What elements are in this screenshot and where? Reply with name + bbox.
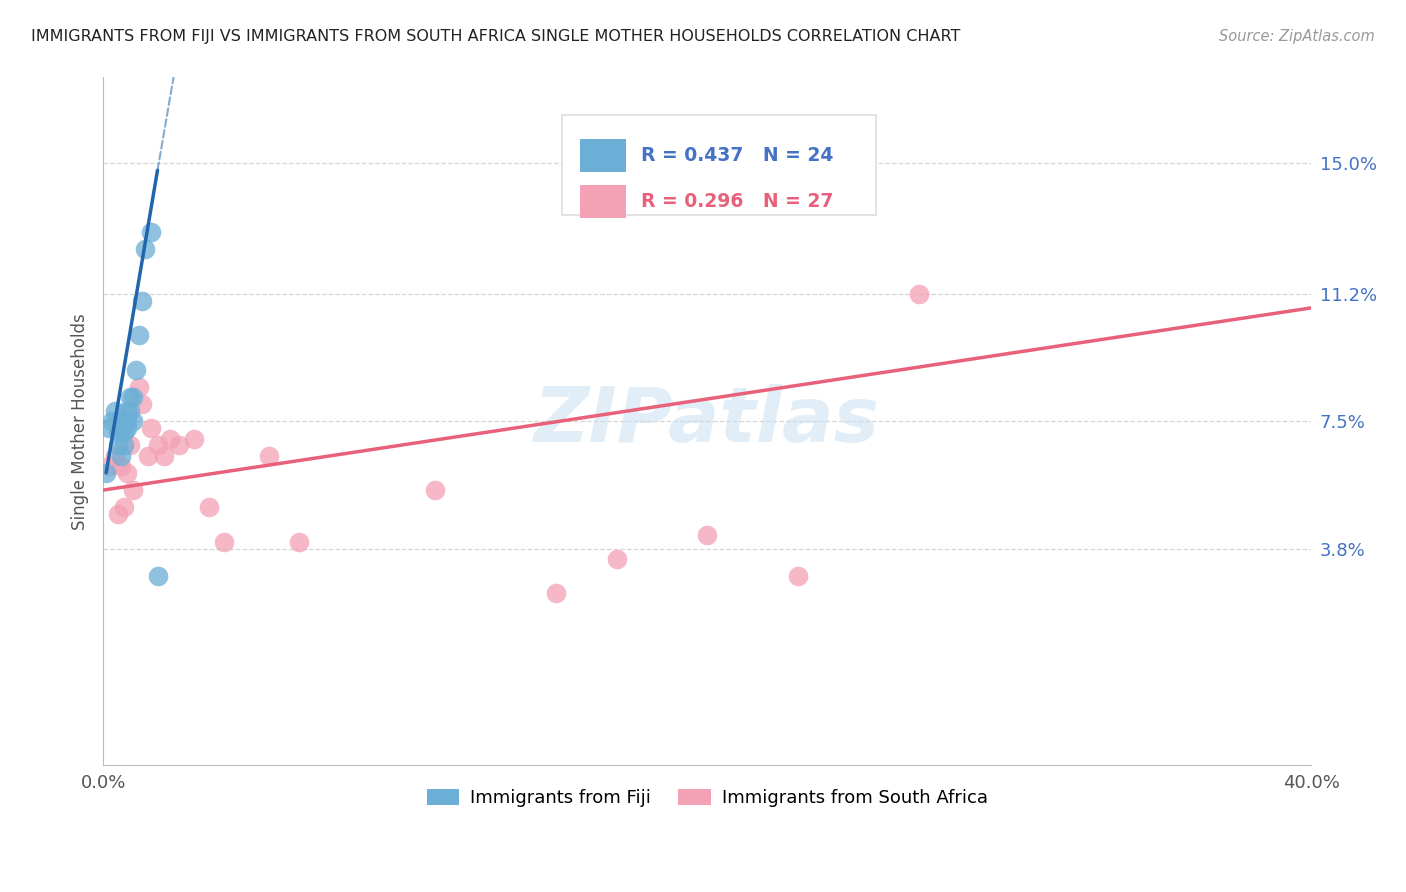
- Point: [198, 500, 221, 515]
- Point: [107, 507, 129, 521]
- Point: [120, 438, 142, 452]
- Point: [122, 483, 145, 497]
- Point: [98, 421, 121, 435]
- Point: [120, 390, 142, 404]
- Point: [117, 421, 139, 435]
- Legend: Immigrants from Fiji, Immigrants from South Africa: Immigrants from Fiji, Immigrants from So…: [420, 782, 995, 814]
- Point: [110, 449, 132, 463]
- Point: [120, 404, 142, 418]
- FancyBboxPatch shape: [562, 115, 876, 215]
- Point: [104, 449, 127, 463]
- Point: [107, 425, 129, 439]
- Point: [146, 438, 169, 452]
- Point: [112, 500, 135, 515]
- Text: IMMIGRANTS FROM FIJI VS IMMIGRANTS FROM SOUTH AFRICA SINGLE MOTHER HOUSEHOLDS CO: IMMIGRANTS FROM FIJI VS IMMIGRANTS FROM …: [31, 29, 960, 44]
- Point: [141, 225, 163, 239]
- Point: [112, 438, 135, 452]
- Point: [128, 328, 150, 343]
- Point: [183, 432, 205, 446]
- Point: [212, 534, 235, 549]
- Point: [546, 586, 568, 600]
- Point: [110, 421, 132, 435]
- Y-axis label: Single Mother Households: Single Mother Households: [72, 313, 89, 530]
- Point: [131, 293, 153, 308]
- Point: [122, 414, 145, 428]
- Point: [159, 432, 181, 446]
- FancyBboxPatch shape: [581, 186, 626, 219]
- Point: [112, 414, 135, 428]
- Text: ZIPatlas: ZIPatlas: [534, 384, 880, 458]
- Point: [101, 414, 124, 428]
- Text: R = 0.437   N = 24: R = 0.437 N = 24: [641, 146, 834, 165]
- FancyBboxPatch shape: [581, 139, 626, 172]
- Point: [117, 404, 139, 418]
- Point: [117, 466, 139, 480]
- Text: R = 0.296   N = 27: R = 0.296 N = 27: [641, 193, 834, 211]
- Point: [696, 528, 718, 542]
- Point: [98, 458, 121, 473]
- Point: [122, 390, 145, 404]
- Point: [94, 466, 117, 480]
- Point: [104, 404, 127, 418]
- Point: [152, 449, 174, 463]
- Point: [146, 569, 169, 583]
- Point: [134, 243, 156, 257]
- Point: [907, 287, 929, 301]
- Point: [131, 397, 153, 411]
- Point: [110, 458, 132, 473]
- Point: [141, 421, 163, 435]
- Point: [288, 534, 311, 549]
- Point: [138, 449, 160, 463]
- Point: [606, 552, 628, 566]
- Point: [425, 483, 447, 497]
- Point: [787, 569, 810, 583]
- Point: [112, 425, 135, 439]
- Text: Source: ZipAtlas.com: Source: ZipAtlas.com: [1219, 29, 1375, 44]
- Point: [167, 438, 190, 452]
- Point: [117, 414, 139, 428]
- Point: [125, 363, 148, 377]
- Point: [107, 438, 129, 452]
- Point: [259, 449, 281, 463]
- Point: [128, 380, 150, 394]
